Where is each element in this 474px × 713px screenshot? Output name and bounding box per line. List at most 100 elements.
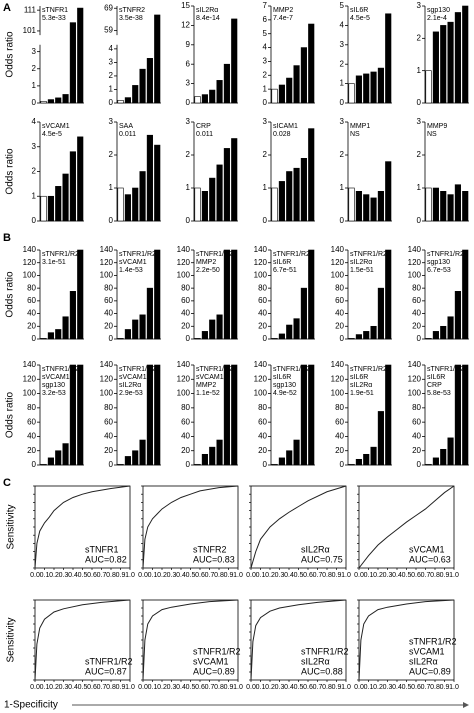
- y-tick-label: 3: [32, 142, 37, 151]
- x-tick-label: 0.3: [167, 684, 177, 691]
- y-tick-label: 120: [100, 258, 114, 267]
- y-axis-label: Odds ratio: [5, 271, 16, 318]
- y-tick-label: 20: [258, 321, 267, 330]
- y-tick-label: 2: [32, 64, 37, 73]
- bar: [348, 463, 355, 466]
- y-tick-label: 40: [335, 432, 344, 441]
- bar: [132, 85, 139, 104]
- x-tick-label: 0.1: [148, 572, 158, 579]
- bar: [194, 96, 201, 104]
- bar: [385, 249, 392, 340]
- bar: [385, 364, 392, 466]
- y-axis-label: Odds ratio: [5, 391, 16, 438]
- x-tick-label: 0.2: [157, 572, 167, 579]
- bar: [77, 249, 84, 340]
- y-tick-label: 1: [32, 81, 37, 90]
- y-tick-label: 2: [340, 150, 345, 159]
- panel-annotation: sgp130: [427, 7, 450, 14]
- bar: [462, 364, 469, 466]
- panel-annotation: CRP: [196, 123, 211, 130]
- x-tick-label: 1.0: [233, 572, 243, 579]
- bar: [308, 128, 315, 222]
- panel-annotation: sTNFR1/R2: [42, 366, 79, 373]
- x-tick-label: 0.0: [138, 684, 148, 691]
- bar: [146, 58, 153, 104]
- curve-label: AUC=0.63: [409, 554, 451, 564]
- x-tick-label: 0.6: [303, 572, 313, 579]
- y-tick-label: 20: [335, 446, 344, 455]
- x-tick-label: 0.1: [364, 572, 374, 579]
- roc-curve: [358, 485, 455, 569]
- bar: [132, 319, 139, 340]
- y-tick-label: 100: [100, 389, 114, 398]
- y-tick-label: 100: [331, 389, 345, 398]
- y-tick-label: 0: [340, 216, 345, 225]
- panel-annotation: sIL6R: [350, 7, 368, 14]
- y-tick-label: 3: [109, 58, 114, 67]
- bar: [40, 338, 47, 340]
- x-tick-label: 0.0: [30, 684, 40, 691]
- curve-label: AUC=0.75: [301, 554, 343, 564]
- y-tick-label: 4: [109, 44, 114, 53]
- y-tick-label: 3: [263, 117, 268, 126]
- bar: [139, 171, 146, 222]
- x-tick-label: 0.9: [440, 684, 450, 691]
- y-tick-label: 20: [412, 446, 421, 455]
- bar: [146, 134, 153, 222]
- x-tick-label: 0.5: [78, 684, 88, 691]
- x-tick-label: 1.0: [449, 684, 459, 691]
- curve-label: sIL2Rα: [409, 656, 438, 666]
- bar: [271, 338, 278, 340]
- panel-annotation: sTNFR1/R2: [427, 251, 464, 258]
- y-tick-label: 3: [186, 79, 191, 88]
- x-tick-label: 0.9: [224, 572, 234, 579]
- x-tick-label: 0.8: [214, 684, 224, 691]
- x-tick-label: 0.0: [354, 684, 364, 691]
- x-tick-label: 0.2: [373, 684, 383, 691]
- bar: [139, 439, 146, 466]
- y-tick-label: 0: [340, 98, 345, 107]
- y-tick-label: 60: [258, 417, 267, 426]
- bar: [293, 318, 300, 340]
- bar: [462, 5, 469, 104]
- panel-annotation: sIL6R: [350, 374, 368, 381]
- bar: [293, 65, 300, 104]
- bar: [293, 167, 300, 222]
- y-tick-label: 100: [177, 271, 191, 280]
- y-tick-label: 40: [104, 432, 113, 441]
- y-tick-label: 1: [186, 183, 191, 192]
- panel-annotation: 2.1e-4: [427, 15, 447, 22]
- y-tick-label: 120: [254, 374, 268, 383]
- panel-annotation: sgp130: [273, 382, 296, 389]
- y-tick-label: 0: [109, 334, 114, 343]
- y-tick-label: 60: [27, 296, 36, 305]
- bar: [117, 338, 124, 340]
- bar: [308, 23, 315, 104]
- y-tick-label: 80: [412, 283, 421, 292]
- panel-annotation: 1.4e-53: [119, 267, 143, 274]
- y-tick-label: 60: [335, 417, 344, 426]
- panel-annotation: sTNFR1/R2: [196, 366, 233, 373]
- panel-annotation: MMP9: [427, 123, 447, 130]
- bar: [55, 97, 62, 104]
- y-tick-label: 111: [24, 5, 37, 14]
- y-tick-label: 80: [104, 283, 113, 292]
- panel-annotation: sVCAM1: [119, 374, 147, 381]
- x-tick-label: 0.8: [430, 572, 440, 579]
- x-tick-label: 0.8: [214, 572, 224, 579]
- roc-curve: [34, 485, 131, 569]
- roc-curve: [358, 599, 455, 681]
- x-tick-label: 0.7: [97, 572, 107, 579]
- bar: [454, 12, 461, 104]
- panel-annotation: sIL2Rα: [350, 382, 372, 389]
- bar: [124, 194, 131, 222]
- x-tick-label: 0.5: [402, 572, 412, 579]
- y-tick-label: 7: [263, 1, 268, 10]
- bar: [139, 68, 146, 104]
- bar: [194, 187, 201, 222]
- x-tick-label: 1.0: [233, 684, 243, 691]
- bar: [440, 191, 447, 222]
- panel-annotation: 2.2e-50: [196, 267, 220, 274]
- bar: [425, 338, 432, 340]
- x-tick-label: 0.9: [332, 684, 342, 691]
